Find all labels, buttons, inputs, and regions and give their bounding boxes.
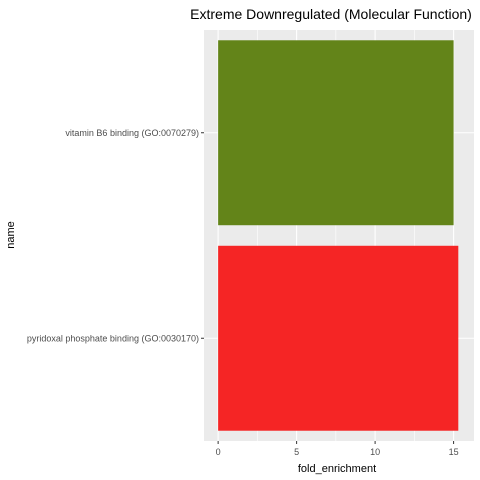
x-axis-ticks: 0 5 10 15 <box>216 441 459 457</box>
x-tick-label: 15 <box>449 447 459 457</box>
bar <box>218 246 458 431</box>
y-axis-ticks: pyridoxal phosphate binding (GO:0030170)… <box>27 128 204 344</box>
y-tick-label: pyridoxal phosphate binding (GO:0030170) <box>27 333 199 343</box>
x-tick-label: 10 <box>370 447 380 457</box>
x-tick-label: 0 <box>216 447 221 457</box>
x-axis-title: fold_enrichment <box>298 463 376 475</box>
y-tick-label: vitamin B6 binding (GO:0070279) <box>65 128 199 138</box>
y-axis-title: name <box>5 221 17 249</box>
chart-title: Extreme Downregulated (Molecular Functio… <box>190 6 472 22</box>
x-tick-label: 5 <box>294 447 299 457</box>
bar <box>218 40 453 225</box>
